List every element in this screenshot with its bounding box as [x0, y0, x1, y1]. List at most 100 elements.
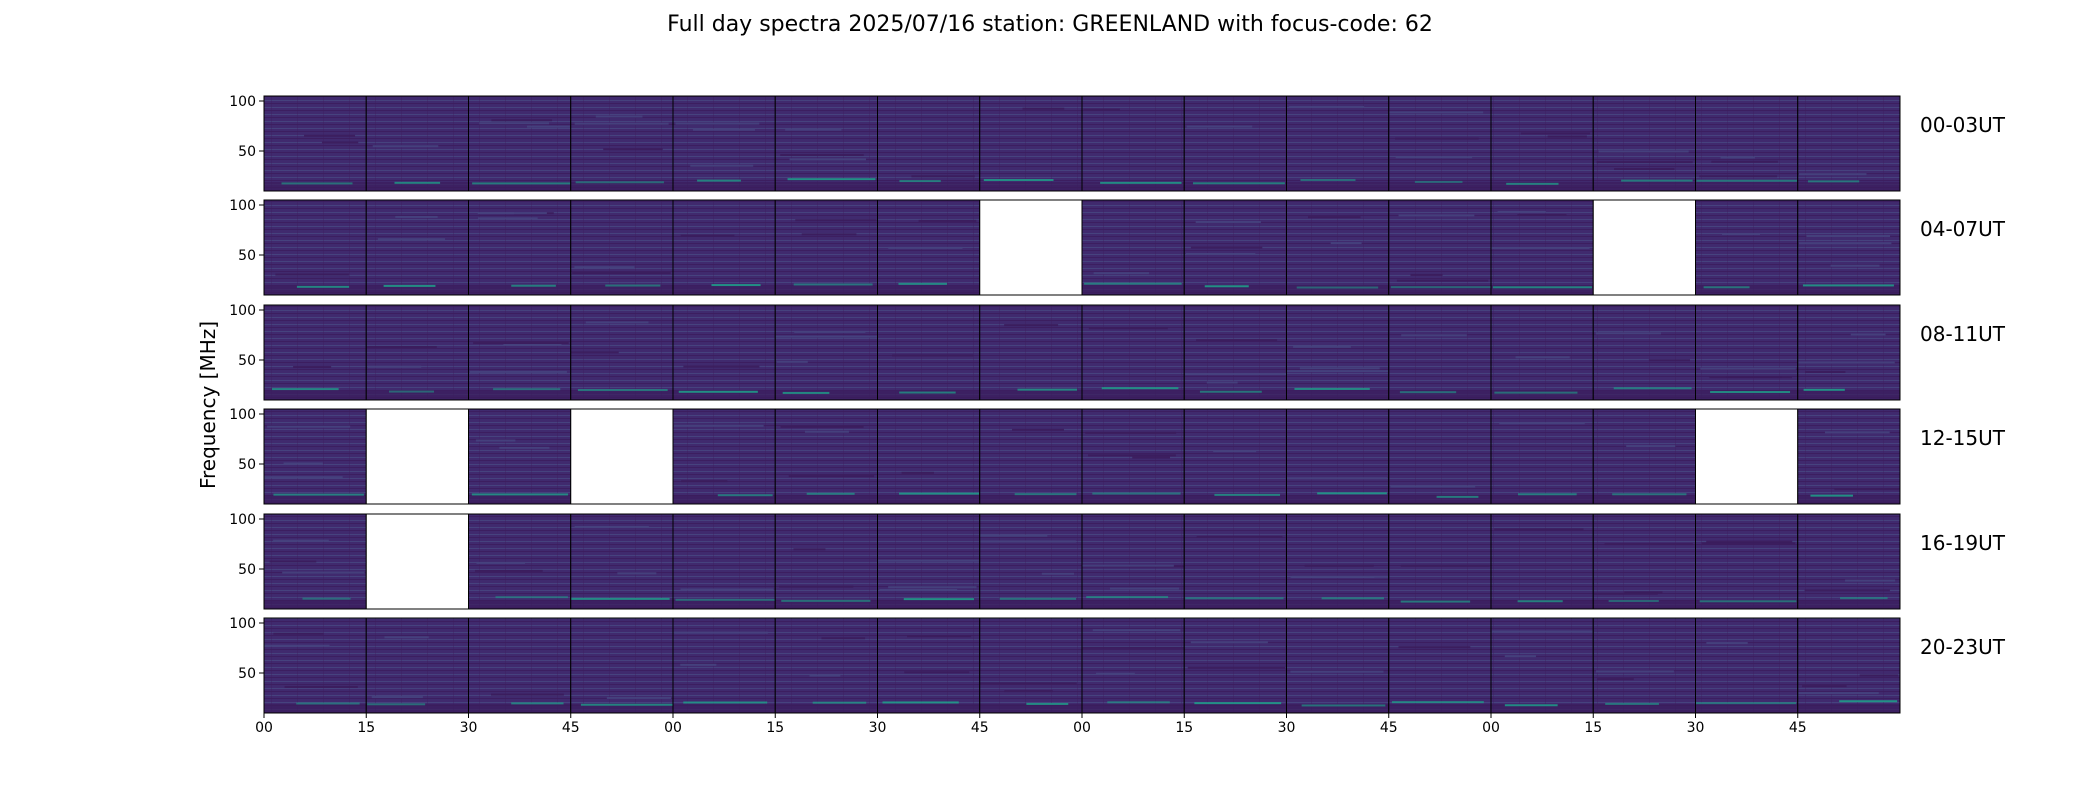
spectrum-panel [979, 199, 1083, 296]
x-tick-label: 30 [460, 720, 478, 736]
spectrum-panel [263, 304, 367, 401]
spectrum-panel [1388, 513, 1492, 610]
spectrum-panel [877, 408, 981, 505]
spectrum-panel [672, 95, 776, 192]
y-tick-label: 100 [229, 94, 256, 110]
spectrum-panel [365, 513, 469, 610]
spectrum-panel [1490, 95, 1594, 192]
y-tick-label: 50 [238, 248, 256, 264]
row-label: 20-23UT [1920, 635, 2006, 659]
spectrum-panel [1183, 304, 1287, 401]
spectrum-panel [1490, 199, 1594, 296]
y-tick-label: 100 [229, 198, 256, 214]
y-axis-ticks: 50 100 50 100 50 100 50 100 50 100 50 100 [229, 94, 264, 682]
spectrum-panel [1695, 95, 1799, 192]
spectrum-panel [1490, 408, 1594, 505]
spectrum-panel [1081, 513, 1185, 610]
spectrum-panel [570, 408, 674, 505]
spectrum-panel [1388, 408, 1492, 505]
spectrum-panel [1388, 304, 1492, 401]
spectrum-panel [1183, 199, 1287, 296]
spectrum-panel [1081, 95, 1185, 192]
spectrum-panel [979, 513, 1083, 610]
spectrum-panel [1592, 408, 1696, 505]
spectrum-panel [468, 513, 572, 610]
spectrum-panel [1286, 199, 1390, 296]
spectrum-panel [1592, 199, 1696, 296]
x-tick-label: 45 [1789, 720, 1807, 736]
x-tick-label: 30 [1687, 720, 1705, 736]
x-tick-label: 45 [1380, 720, 1398, 736]
y-tick-label: 100 [229, 407, 256, 423]
spectrum-panel [1388, 199, 1492, 296]
y-tick-label: 100 [229, 303, 256, 319]
spectrum-panel [1695, 304, 1799, 401]
spectrum-panel [468, 408, 572, 505]
spectrum-panel [1081, 408, 1185, 505]
row-label: 12-15UT [1920, 426, 2006, 450]
x-tick-label: 00 [1482, 720, 1500, 736]
spectrum-panel [263, 95, 367, 192]
spectra-panels [263, 95, 1901, 714]
spectrum-panel [1797, 513, 1901, 610]
spectrum-panel [263, 513, 367, 610]
row-time-labels: 00-03UT 04-07UT 08-11UT 12-15UT 16-19UT 20-23… [1920, 113, 2006, 659]
x-tick-label: 30 [1278, 720, 1296, 736]
x-tick-label: 00 [1073, 720, 1091, 736]
spectrum-panel [1797, 617, 1901, 714]
spectrum-panel [774, 513, 878, 610]
row-label: 08-11UT [1920, 322, 2006, 346]
spectrum-panel [877, 513, 981, 610]
row-label: 04-07UT [1920, 217, 2006, 241]
spectrum-panel [672, 513, 776, 610]
spectrum-panel [570, 95, 674, 192]
spectrum-panel [570, 617, 674, 714]
spectrum-panel [570, 199, 674, 296]
spectrum-panel [1388, 617, 1492, 714]
y-tick-label: 50 [238, 457, 256, 473]
spectrum-panel [1183, 408, 1287, 505]
y-tick-label: 50 [238, 562, 256, 578]
spectrum-panel [1695, 408, 1799, 505]
spectrum-panel [1286, 513, 1390, 610]
spectrum-panel [672, 304, 776, 401]
spectrum-panel [774, 304, 878, 401]
spectrum-panel [877, 199, 981, 296]
x-tick-label: 00 [664, 720, 682, 736]
spectrum-panel [263, 199, 367, 296]
spectrum-panel [979, 95, 1083, 192]
spectrum-panel [1797, 408, 1901, 505]
spectrum-panel [1695, 199, 1799, 296]
y-tick-label: 100 [229, 512, 256, 528]
spectrum-panel [877, 304, 981, 401]
spectrum-panel [1490, 513, 1594, 610]
spectrum-panel [1797, 95, 1901, 192]
spectrum-panel [1081, 617, 1185, 714]
spectrum-panel [1797, 304, 1901, 401]
spectrum-panel [1081, 304, 1185, 401]
spectrum-panel [1797, 199, 1901, 296]
y-tick-label: 50 [238, 353, 256, 369]
spectrum-panel [365, 199, 469, 296]
spectrum-panel [774, 95, 878, 192]
spectrum-panel [365, 304, 469, 401]
x-tick-label: 45 [562, 720, 580, 736]
x-tick-label: 00 [255, 720, 273, 736]
spectrum-panel [979, 617, 1083, 714]
spectrum-panel [1286, 304, 1390, 401]
y-tick-label: 50 [238, 144, 256, 160]
y-tick-label: 100 [229, 616, 256, 632]
spectrum-panel [1490, 617, 1594, 714]
spectrum-panel [877, 617, 981, 714]
y-tick-label: 50 [238, 666, 256, 682]
figure-title: Full day spectra 2025/07/16 station: GRE… [667, 12, 1433, 37]
spectrum-panel [365, 95, 469, 192]
spectrum-panel [672, 199, 776, 296]
x-tick-label: 15 [1584, 720, 1602, 736]
row-label: 00-03UT [1920, 113, 2006, 137]
spectrum-panel [263, 617, 367, 714]
x-tick-label: 45 [971, 720, 989, 736]
spectrum-panel [774, 199, 878, 296]
spectrum-panel [468, 304, 572, 401]
